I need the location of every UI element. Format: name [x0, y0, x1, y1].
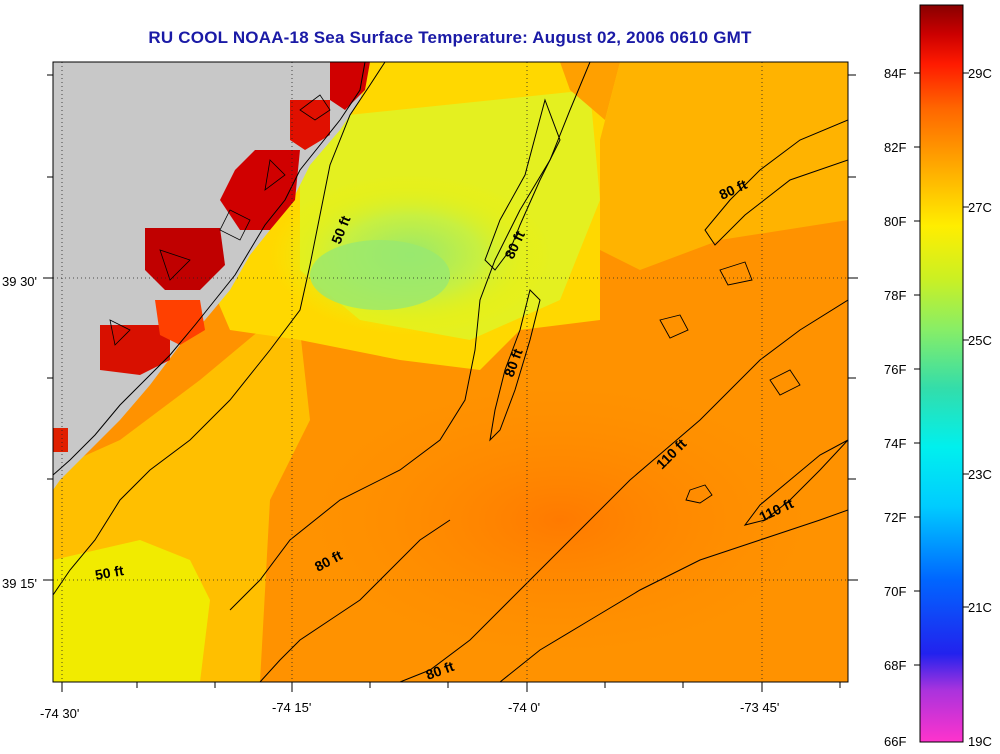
contour-80ft-ridge: [484, 98, 561, 271]
colorbar-f-label: 68F: [884, 658, 906, 673]
contour-deep-south: [499, 509, 848, 682]
colorbar-c-label: 19C: [968, 734, 992, 749]
lon-label: -73 45': [740, 700, 779, 715]
colorbar-f-label: 66F: [884, 734, 906, 749]
lon-label: -74 0': [508, 700, 540, 715]
lon-label: -74 30': [40, 706, 79, 721]
colorbar-c-label: 29C: [968, 66, 992, 81]
warm-coast-4: [145, 228, 225, 290]
colorbar-f-label: 84F: [884, 66, 906, 81]
ocean-southwest-yellow: [53, 540, 210, 682]
lat-label: 39 30': [2, 274, 37, 289]
cool-water-core: [310, 240, 450, 310]
colorbar-f-label: 74F: [884, 436, 906, 451]
ocean-ne-edge: [560, 62, 620, 120]
map-panel: [53, 62, 848, 682]
contour-110ft: [399, 299, 848, 682]
coastline: [53, 62, 366, 476]
warm-coast-6: [53, 428, 68, 452]
axis-ticks: [43, 74, 858, 692]
ocean-northeast: [600, 62, 848, 270]
colorbar-f-label: 72F: [884, 510, 906, 525]
coastal-islands: [109, 94, 331, 346]
map-title: RU COOL NOAA-18 Sea Surface Temperature:…: [148, 28, 752, 47]
lon-label: -74 15': [272, 700, 311, 715]
colorbar-f-label: 76F: [884, 362, 906, 377]
colorbar-f-label: 80F: [884, 214, 906, 229]
warm-coast-7: [155, 300, 205, 345]
contour-label: 50 ft: [94, 562, 125, 583]
map-frame: [52, 61, 849, 683]
warm-coast-1: [330, 62, 370, 110]
colorbar-ticks: [914, 72, 969, 666]
ocean-warm-core: [300, 380, 820, 660]
colorbar-f-label: 78F: [884, 288, 906, 303]
colorbar-c-label: 27C: [968, 200, 992, 215]
contour-50ft-north: [53, 62, 386, 596]
colorbar-c-label: 21C: [968, 600, 992, 615]
colorbar-f-label: 70F: [884, 584, 906, 599]
warm-coast-2: [290, 100, 330, 150]
graticule: [53, 62, 848, 682]
contour-80ft-ridge-south: [489, 289, 541, 442]
colorbar-c-label: 25C: [968, 333, 992, 348]
contour-80ft-south: [259, 519, 451, 682]
contour-80ft-east: [704, 119, 848, 246]
contour-110ft-southeast: [743, 439, 848, 526]
warm-coast-5: [100, 325, 170, 375]
bathymetry-features: [659, 261, 801, 504]
lat-label: 39 15': [2, 576, 37, 591]
contour-80ft-west: [229, 62, 591, 611]
colorbar-c-label: 23C: [968, 467, 992, 482]
colorbar-f-label: 82F: [884, 140, 906, 155]
colorbar: [919, 4, 964, 743]
